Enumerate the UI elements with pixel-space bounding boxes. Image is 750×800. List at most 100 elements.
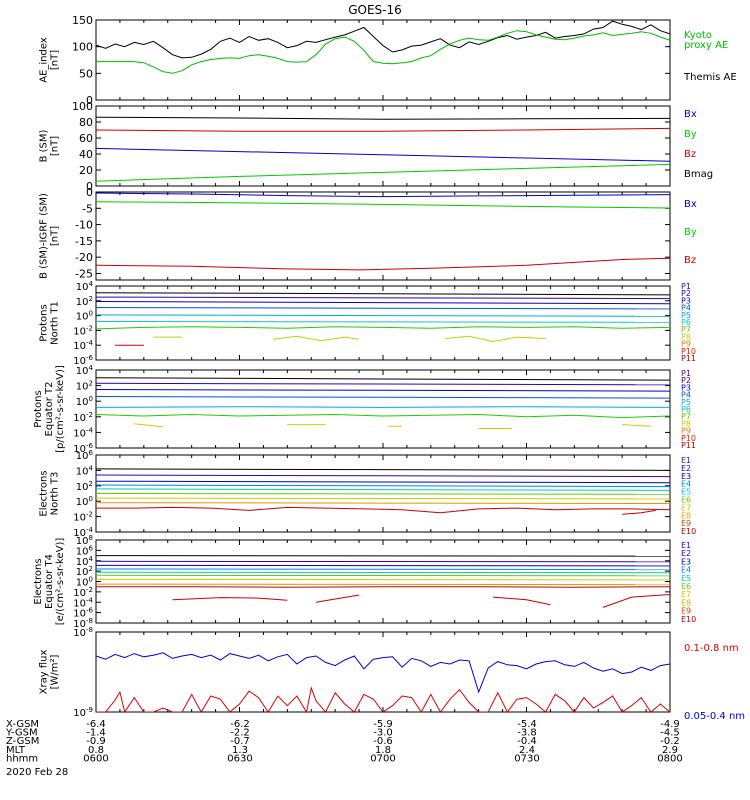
series-line-kyoto-proxy-ae xyxy=(96,30,670,74)
axis-row-label: Z-GSM xyxy=(6,736,39,747)
y-tick-label: 100 xyxy=(76,576,93,589)
y-tick-label: 10-6 xyxy=(73,354,93,367)
series-line-bz xyxy=(96,257,670,271)
y-tick-label: 10-6 xyxy=(73,442,93,455)
axis-row-value: 0.8 xyxy=(88,745,104,756)
axis-row-value: 0800 xyxy=(657,753,682,764)
series-line-bx xyxy=(96,147,670,162)
panel-xray: 10-9 10-8 Xray flux [W/m²] 0.1-0.8 nm 0.05-0.… xyxy=(39,626,746,722)
legend-item: P4 xyxy=(681,391,691,400)
y-tick-label: 10-2 xyxy=(73,324,93,337)
series-line-p8c xyxy=(445,335,546,343)
y-tick-label: 10-4 xyxy=(73,339,93,352)
axis-row-label: Y-GSM xyxy=(5,728,38,739)
series-line-e3 xyxy=(96,480,670,484)
y-tick-label: 104 xyxy=(76,280,94,293)
y-axis-label: Electrons xyxy=(33,558,44,604)
axis-row-value: -5.9 xyxy=(373,719,393,730)
panel-frame xyxy=(95,631,671,713)
y-tick-label: 100 xyxy=(76,495,93,508)
legend-item: E7 xyxy=(681,503,691,512)
series-line-p1 xyxy=(96,377,670,381)
legend-item: Bz xyxy=(684,149,696,160)
y-tick-label: 10-8 xyxy=(73,617,93,630)
series-line-e10b xyxy=(315,594,360,603)
y-axis-label: [W/m²] xyxy=(50,654,61,689)
legend-item: 0.05-0.4 nm xyxy=(684,711,745,722)
y-tick-label: -15 xyxy=(75,235,93,248)
legend-item: P4 xyxy=(681,304,691,313)
y-axis-label: North T1 xyxy=(50,301,61,345)
y-tick-label: 60 xyxy=(79,132,93,145)
y-axis-label: [nT] xyxy=(50,226,61,246)
axis-row-value: -5.4 xyxy=(517,719,537,730)
y-tick-label: 100 xyxy=(76,395,93,408)
series-line-e2 xyxy=(96,474,670,478)
y-tick-label: 102 xyxy=(76,380,93,393)
y-axis-label: Protons xyxy=(39,304,50,341)
series-line-by xyxy=(96,201,670,209)
series-line-e1 xyxy=(96,555,670,557)
panel-bigrf: -25 -20 -15 -10 -5 0 B (SM)-IGRF (SM) [nT] Bx By B… xyxy=(39,186,697,281)
legend-item: E10 xyxy=(681,615,696,624)
series-line-e4 xyxy=(96,484,670,488)
axis-row-value: -2.2 xyxy=(230,728,250,739)
y-tick-label: 10-2 xyxy=(73,586,93,599)
series-line-e8 xyxy=(96,502,670,504)
series-line-e10d xyxy=(602,594,670,608)
y-tick-label: 104 xyxy=(76,555,94,568)
y-tick-label: 10-9 xyxy=(73,706,93,719)
legend-item: E5 xyxy=(681,488,691,497)
y-axis-label: [p/(cm²-s-sr-keV)] xyxy=(55,365,66,453)
legend-item: Kyoto xyxy=(684,30,712,41)
chart-title: GOES-16 xyxy=(348,3,402,17)
y-axis-label: Xray flux xyxy=(39,650,50,695)
series-line-e7 xyxy=(96,497,670,500)
y-tick-label: 0 xyxy=(86,94,93,107)
series-line-0-05-0-4-nm xyxy=(96,652,670,694)
legend-item: P2 xyxy=(681,289,691,298)
axis-row-value: -0.2 xyxy=(660,736,680,747)
series-line-p3 xyxy=(96,301,670,305)
legend-item: E6 xyxy=(681,496,691,505)
series-line-e10 xyxy=(622,509,656,515)
axis-row-value: -0.6 xyxy=(373,736,393,747)
y-tick-label: -20 xyxy=(75,251,93,264)
series-line-p3 xyxy=(96,389,670,392)
axis-row-value: 0630 xyxy=(227,753,252,764)
y-tick-label: 10-2 xyxy=(73,511,93,524)
series-line-p8a xyxy=(134,423,164,428)
legend-item: P7 xyxy=(681,412,691,421)
legend-item: P1 xyxy=(681,369,691,378)
series-line-e7 xyxy=(96,578,670,581)
y-axis-label: B (SM)-IGRF (SM) xyxy=(39,193,50,279)
legend-item: P3 xyxy=(681,383,691,392)
series-line-themis-ae xyxy=(96,20,670,59)
legend-item: E4 xyxy=(681,480,691,489)
y-tick-label: 104 xyxy=(76,464,94,477)
y-tick-label: 10-4 xyxy=(73,596,93,609)
legend-item: E3 xyxy=(681,557,691,566)
legend-item: E1 xyxy=(681,456,691,465)
y-tick-label: 106 xyxy=(76,544,94,557)
legend-item: Bx xyxy=(684,109,697,120)
series-line-p1 xyxy=(96,292,670,296)
legend-item: E9 xyxy=(681,607,691,616)
axis-row-value: -0.9 xyxy=(86,736,106,747)
axis-row-value: 0730 xyxy=(514,753,539,764)
panel-bsm: 0 20 40 60 80 100 B (SM) [nT] Bx By Bz Bmag xyxy=(39,100,714,193)
y-tick-label: 10-6 xyxy=(73,607,93,620)
legend-item: E6 xyxy=(681,582,691,591)
axis-row-value: -3.0 xyxy=(373,728,393,739)
y-axis-label: Equator T2 xyxy=(44,382,55,437)
series-line-e8 xyxy=(96,583,670,586)
series-line-bmag xyxy=(96,116,670,120)
series-line-e4 xyxy=(96,568,670,571)
y-axis-label: Protons xyxy=(33,390,44,427)
axis-row-value: 0600 xyxy=(83,753,108,764)
y-tick-label: 10-4 xyxy=(73,526,93,539)
panel-frame xyxy=(95,369,671,449)
